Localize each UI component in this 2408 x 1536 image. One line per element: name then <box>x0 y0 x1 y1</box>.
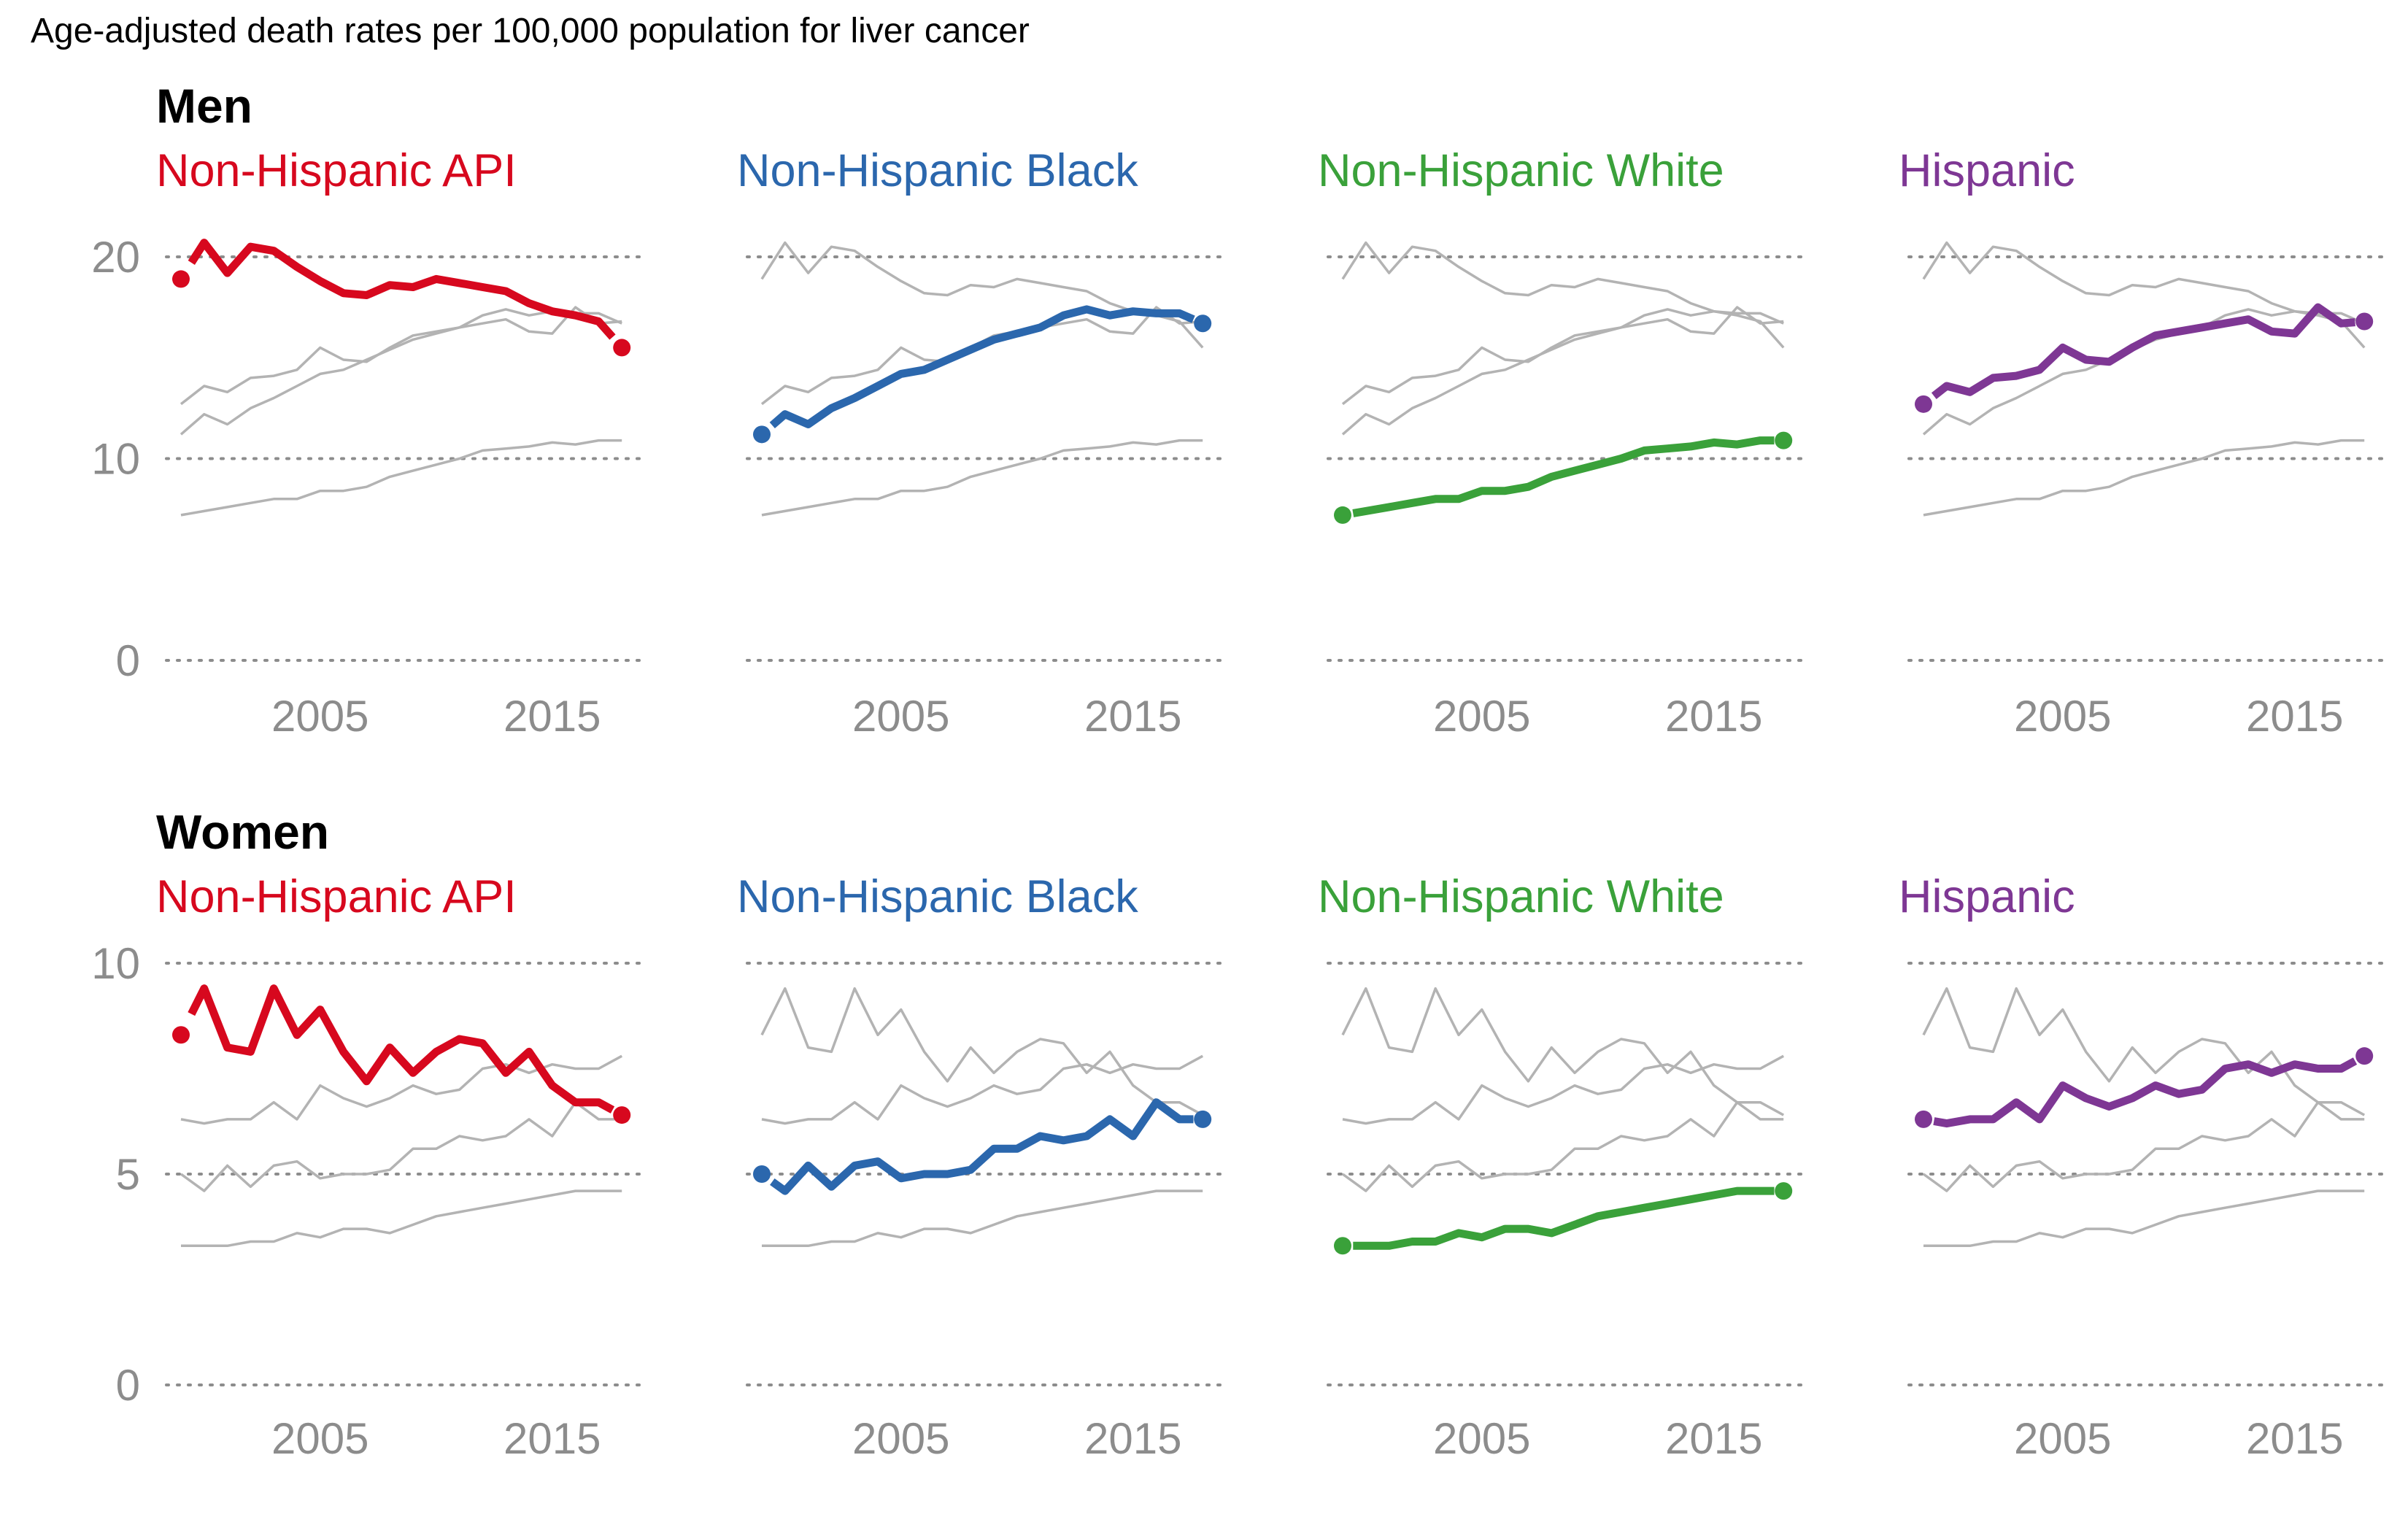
women-hispanic-context-line-non-hispanic-black <box>1922 1100 2365 1192</box>
men-non-hispanic-white-panel-title: Non-Hispanic White <box>1318 145 1724 196</box>
women-non-hispanic-white-x-tick-label-2015: 2015 <box>1665 1414 1762 1463</box>
women-hispanic-context-line-non-hispanic-api <box>1922 987 2366 1116</box>
men-y-tick-label-10: 10 <box>91 435 140 484</box>
men-non-hispanic-white-end-point <box>1775 431 1793 449</box>
women-non-hispanic-api-start-point <box>172 1026 190 1044</box>
men-non-hispanic-api-panel: Non-Hispanic API 0 10 20 2005 2015 <box>91 145 646 741</box>
women-hispanic-panel-title: Hispanic <box>1899 871 2075 922</box>
men-y-tick-label-0: 0 <box>116 636 140 685</box>
women-non-hispanic-white-context-line-non-hispanic-api <box>1341 987 1785 1116</box>
men-non-hispanic-white-x-tick-label-2005: 2005 <box>1433 692 1530 741</box>
women-non-hispanic-white-end-point <box>1775 1182 1793 1200</box>
women-non-hispanic-black-series-line <box>770 1098 1194 1195</box>
men-non-hispanic-api-context-line-hispanic <box>180 306 622 406</box>
women-non-hispanic-white-context-line-hispanic <box>1342 1054 1785 1125</box>
women-hispanic-panel: Hispanic 2005 2015 <box>1899 871 2388 1463</box>
women-non-hispanic-black-x-tick-label-2005: 2005 <box>852 1414 949 1463</box>
women-non-hispanic-black-start-point <box>753 1165 771 1183</box>
women-hispanic-start-point <box>1915 1110 1932 1128</box>
men-non-hispanic-api-x-tick-label-2015: 2015 <box>503 692 601 741</box>
men-non-hispanic-black-context-line-non-hispanic-api <box>760 241 1204 349</box>
women-non-hispanic-black-x-tick-label-2015: 2015 <box>1084 1414 1181 1463</box>
women-non-hispanic-black-panel: Non-Hispanic Black 2005 2015 <box>737 871 1227 1463</box>
women-non-hispanic-white-panel-title: Non-Hispanic White <box>1318 871 1724 922</box>
women-non-hispanic-api-end-point <box>613 1106 631 1124</box>
men-non-hispanic-black-x-tick-label-2015: 2015 <box>1084 692 1181 741</box>
men-non-hispanic-api-series-line <box>188 239 616 340</box>
men-y-tick-label-20: 20 <box>91 233 140 282</box>
men-non-hispanic-api-panel-title: Non-Hispanic API <box>156 145 517 196</box>
women-non-hispanic-api-context-line-non-hispanic-white <box>181 1189 622 1248</box>
men-hispanic-panel: Hispanic 2005 2015 <box>1899 145 2388 741</box>
men-group-title: Men <box>156 79 252 133</box>
women-non-hispanic-api-context-line-hispanic <box>180 1054 623 1125</box>
women-non-hispanic-black-context-line-hispanic <box>761 1054 1204 1125</box>
women-non-hispanic-white-series-line <box>1353 1186 1775 1250</box>
men-non-hispanic-black-start-point <box>753 425 771 444</box>
men-non-hispanic-black-context-line-non-hispanic-white <box>761 439 1203 517</box>
men-non-hispanic-white-start-point <box>1334 506 1351 524</box>
men-hispanic-end-point <box>2355 312 2374 331</box>
men-hispanic-series-line <box>1931 303 2355 399</box>
women-y-tick-label-0: 0 <box>116 1361 140 1410</box>
men-hispanic-x-tick-label-2005: 2005 <box>2014 692 2111 741</box>
men-non-hispanic-black-context-line-hispanic <box>760 306 1203 406</box>
men-non-hispanic-black-panel: Non-Hispanic Black 2005 2015 <box>737 145 1227 741</box>
women-non-hispanic-api-x-tick-label-2015: 2015 <box>503 1414 601 1463</box>
women-non-hispanic-black-context-line-non-hispanic-api <box>760 987 1204 1116</box>
men-hispanic-context-line-non-hispanic-api <box>1922 241 2366 349</box>
women-non-hispanic-api-panel-title: Non-Hispanic API <box>156 871 517 922</box>
women-hispanic-x-tick-label-2005: 2005 <box>2014 1414 2111 1463</box>
women-non-hispanic-api-series-line <box>188 984 615 1114</box>
women-non-hispanic-api-x-tick-label-2005: 2005 <box>271 1414 368 1463</box>
women-non-hispanic-black-context-line-non-hispanic-white <box>762 1189 1203 1248</box>
women-hispanic-series-line <box>1933 1057 2358 1128</box>
men-non-hispanic-black-x-tick-label-2005: 2005 <box>852 692 949 741</box>
women-hispanic-context-line-non-hispanic-white <box>1923 1189 2365 1248</box>
men-hispanic-start-point <box>1915 395 1932 413</box>
men-non-hispanic-api-end-point <box>613 339 631 357</box>
women-non-hispanic-white-x-tick-label-2005: 2005 <box>1433 1414 1530 1463</box>
women-y-tick-label-5: 5 <box>116 1150 140 1199</box>
men-non-hispanic-black-series-line <box>769 305 1195 429</box>
men-hispanic-context-line-non-hispanic-white <box>1923 439 2365 517</box>
men-non-hispanic-black-panel-title: Non-Hispanic Black <box>737 145 1138 196</box>
men-non-hispanic-api-context-line-non-hispanic-white <box>180 439 622 517</box>
men-non-hispanic-white-context-line-non-hispanic-api <box>1341 241 1785 349</box>
men-non-hispanic-white-x-tick-label-2015: 2015 <box>1665 692 1762 741</box>
women-non-hispanic-api-panel: Non-Hispanic API 0 5 10 2005 2015 <box>91 871 646 1463</box>
men-hispanic-panel-title: Hispanic <box>1899 145 2075 196</box>
men-hispanic-x-tick-label-2015: 2015 <box>2246 692 2343 741</box>
women-non-hispanic-white-panel: Non-Hispanic White 2005 2015 <box>1318 871 1807 1463</box>
men-non-hispanic-white-context-line-hispanic <box>1341 306 1784 406</box>
women-non-hispanic-black-end-point <box>1194 1110 1212 1128</box>
chart-title: Age-adjusted death rates per 100,000 pop… <box>31 12 1030 50</box>
women-non-hispanic-black-panel-title: Non-Hispanic Black <box>737 871 1138 922</box>
men-non-hispanic-white-series-line <box>1352 436 1775 517</box>
men-non-hispanic-black-end-point <box>1194 314 1212 333</box>
women-group-title: Women <box>156 805 329 859</box>
women-non-hispanic-api-context-line-non-hispanic-black <box>180 1100 622 1192</box>
women-non-hispanic-white-start-point <box>1334 1237 1351 1255</box>
men-non-hispanic-api-x-tick-label-2005: 2005 <box>271 692 368 741</box>
women-hispanic-x-tick-label-2015: 2015 <box>2246 1414 2343 1463</box>
men-non-hispanic-api-start-point <box>172 270 190 288</box>
men-non-hispanic-white-context-line-non-hispanic-black <box>1341 308 1784 436</box>
women-hispanic-end-point <box>2355 1047 2374 1065</box>
women-non-hispanic-white-context-line-non-hispanic-black <box>1341 1100 1784 1192</box>
men-non-hispanic-white-panel: Non-Hispanic White 2005 2015 <box>1318 145 1807 741</box>
women-y-tick-label-10: 10 <box>91 939 140 988</box>
